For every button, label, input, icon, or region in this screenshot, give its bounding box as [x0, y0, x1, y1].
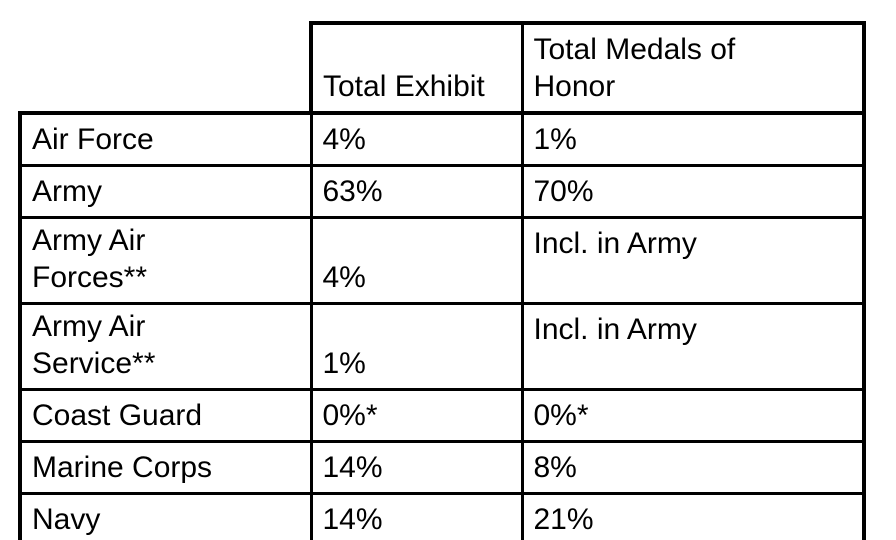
cell-service: Army Air Service** — [18, 302, 313, 391]
cell-total-exhibit: 1% — [309, 302, 524, 391]
table-row-army-air-forces: Army Air Forces** 4% Incl. in Army — [18, 216, 866, 305]
table-row-navy: Navy 14% 21% — [18, 492, 866, 540]
table-row-marine-corps: Marine Corps 14% 8% — [18, 440, 866, 495]
cell-service: Navy — [18, 492, 313, 540]
cell-total-medals: 0%* — [520, 388, 866, 443]
table-row-army-air-service: Army Air Service** 1% Incl. in Army — [18, 302, 866, 391]
table-row-coast-guard: Coast Guard 0%* 0%* — [18, 388, 866, 443]
cell-total-exhibit: 14% — [309, 440, 524, 495]
cell-total-medals: 1% — [520, 111, 866, 167]
table-header-row: Total Exhibit Total Medals of Honor — [20, 21, 866, 115]
header-total-exhibit: Total Exhibit — [309, 21, 524, 115]
cell-total-medals: 8% — [520, 440, 866, 495]
cell-service: Army — [18, 164, 313, 219]
header-total-medals-of-honor: Total Medals of Honor — [520, 21, 866, 115]
table-row-army: Army 63% 70% — [18, 164, 866, 219]
cell-total-exhibit: 4% — [309, 111, 524, 167]
cell-total-medals: 70% — [520, 164, 866, 219]
service-percentages-table: Total Exhibit Total Medals of Honor Air … — [18, 21, 866, 540]
cell-total-exhibit: 4% — [309, 216, 524, 305]
cell-service: Air Force — [18, 111, 313, 167]
table-row-air-force: Air Force 4% 1% — [18, 111, 866, 167]
cell-total-exhibit: 63% — [309, 164, 524, 219]
header-empty-corner-cell — [20, 23, 311, 113]
cell-service: Coast Guard — [18, 388, 313, 443]
cell-service: Army Air Forces** — [18, 216, 313, 305]
cell-service: Marine Corps — [18, 440, 313, 495]
cell-total-medals: 21% — [520, 492, 866, 540]
cell-total-medals: Incl. in Army — [520, 216, 866, 305]
cell-total-exhibit: 0%* — [309, 388, 524, 443]
cell-total-exhibit: 14% — [309, 492, 524, 540]
cell-total-medals: Incl. in Army — [520, 302, 866, 391]
